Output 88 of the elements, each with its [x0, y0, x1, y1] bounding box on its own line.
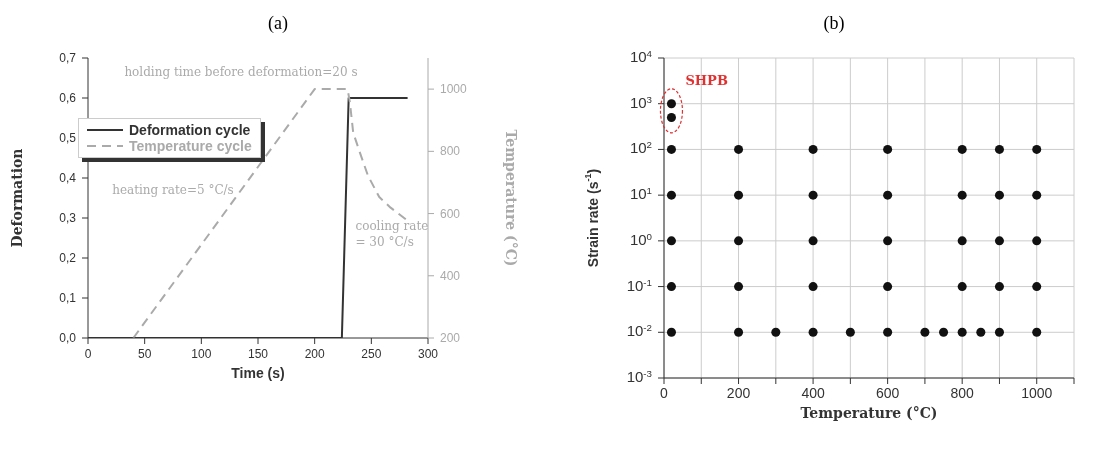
x-tick-label: 50: [137, 347, 152, 361]
y-tick-label: 10$^{3}$: [629, 93, 652, 111]
y-tick-label: 10$^{0}$: [629, 230, 653, 248]
y2-tick-label: 800: [440, 144, 461, 159]
point: [666, 112, 676, 122]
annotation: holding time before deformation=20 s: [124, 65, 358, 79]
point: [666, 99, 676, 109]
point: [994, 190, 1004, 200]
annotation: SHPB: [685, 72, 728, 88]
point: [883, 282, 893, 292]
y-tick-label: 0,0: [59, 331, 77, 345]
point: [957, 327, 967, 337]
point: [1032, 144, 1042, 154]
x-tick-label: 1000: [1021, 385, 1053, 401]
y-tick-label: 10$^{4}$: [629, 47, 653, 65]
point: [808, 190, 818, 200]
x-tick-label: 150: [247, 347, 269, 361]
annotation: cooling rate = 30 °C/s: [355, 219, 429, 249]
point: [845, 327, 855, 337]
y-tick-label: 0,2: [59, 251, 77, 265]
y-tick-label: 0,5: [59, 131, 77, 145]
point: [808, 282, 818, 292]
point: [666, 144, 676, 154]
x-tick-label: 0: [660, 385, 669, 401]
point: [883, 327, 893, 337]
y-tick-label: 0,4: [59, 171, 77, 185]
legend-label: Deformation cycle: [129, 122, 251, 138]
point: [808, 144, 818, 154]
point: [1032, 190, 1042, 200]
point: [883, 144, 893, 154]
x-tick-label: 200: [304, 347, 325, 361]
y-tick-label: 0,6: [59, 91, 77, 105]
y2-tick-label: 400: [440, 268, 461, 283]
y-tick-label: 10$^{-3}$: [626, 367, 652, 385]
point: [771, 327, 781, 337]
chart-title: (b): [822, 12, 846, 35]
point: [1032, 282, 1042, 292]
y-tick-label: 10$^{1}$: [629, 184, 652, 203]
point: [883, 236, 893, 246]
point: [666, 190, 676, 200]
point: [994, 144, 1004, 154]
y-axis-title: Deformation: [9, 148, 25, 248]
y2-tick-label: 600: [440, 206, 461, 221]
point: [939, 327, 949, 337]
x-axis-title: Temperature (°C): [800, 405, 938, 421]
y-tick-label: 0,1: [59, 291, 77, 305]
y-tick-label: 10$^{-1}$: [626, 276, 652, 294]
x-tick-label: 200: [726, 385, 751, 401]
point: [957, 236, 967, 246]
point: [1032, 327, 1042, 337]
point: [883, 190, 893, 200]
annotation: heating rate=5 °C/s: [112, 183, 234, 197]
y-tick-label: 0,7: [59, 51, 77, 65]
point: [734, 236, 744, 246]
x-tick-label: 300: [417, 347, 439, 361]
y-tick-label: 10$^{2}$: [629, 138, 652, 157]
y-tick-label: 10$^{-2}$: [626, 321, 652, 340]
x-tick-label: 600: [875, 385, 900, 401]
point: [957, 190, 967, 200]
point: [1032, 236, 1042, 246]
x-tick-label: 0: [84, 347, 92, 361]
point: [734, 327, 744, 337]
point: [994, 282, 1004, 292]
point: [666, 327, 676, 337]
point: [666, 282, 676, 292]
point: [994, 236, 1004, 246]
point: [666, 236, 676, 246]
x-tick-label: 800: [950, 385, 975, 401]
point: [957, 282, 967, 292]
point: [994, 327, 1004, 337]
point: [734, 190, 744, 200]
x-tick-label: 400: [801, 385, 825, 401]
y2-tick-label: 200: [440, 331, 461, 345]
point: [920, 327, 930, 337]
x-axis-title: Time (s): [231, 364, 285, 381]
point: [808, 327, 818, 337]
x-tick-label: 100: [191, 347, 212, 361]
point: [957, 144, 967, 154]
point: [734, 144, 744, 154]
chart-title: (a): [267, 12, 289, 35]
x-tick-label: 250: [361, 347, 382, 361]
point: [976, 327, 986, 337]
point: [734, 282, 744, 292]
y2-tick-label: 1000: [440, 82, 468, 97]
legend-label: Temperature cycle: [129, 138, 252, 154]
y2-axis-title: Temperature (°C): [503, 129, 519, 267]
y-tick-label: 0,3: [59, 211, 77, 225]
point: [808, 236, 818, 246]
